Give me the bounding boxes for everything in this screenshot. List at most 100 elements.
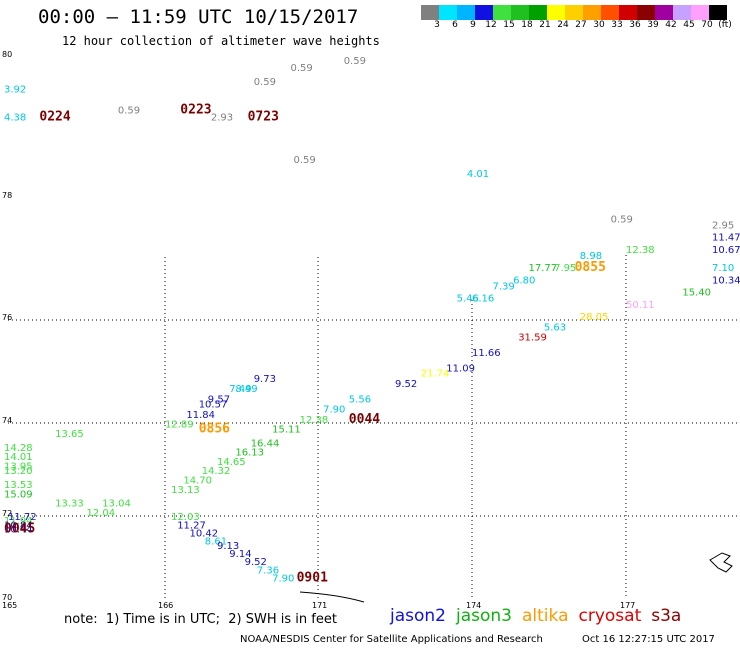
pass-time-label: 0856 xyxy=(199,421,230,436)
colorbar-swatch xyxy=(547,5,565,20)
pass-time-label: 0044 xyxy=(349,412,380,427)
colorbar-swatch xyxy=(655,5,673,20)
swh-value-label: 0.59 xyxy=(254,77,276,88)
swh-value-label: 15.11 xyxy=(272,424,301,435)
colorbar-swatch xyxy=(565,5,583,20)
colorbar-swatch xyxy=(583,5,601,20)
coastline xyxy=(299,552,733,603)
colorbar-tick-label: 36 xyxy=(629,20,641,30)
swh-value-label: 10.57 xyxy=(199,400,228,411)
swh-value-label: 11.84 xyxy=(186,410,215,421)
swh-value-label: 14.70 xyxy=(183,475,212,486)
colorbar-tick-label: 6 xyxy=(452,20,458,30)
swh-value-label: 5.63 xyxy=(544,322,566,333)
colorbar-tick-label: 42 xyxy=(665,20,677,30)
swh-value-label: 12.03 xyxy=(171,512,200,523)
swh-value-label: 10.67 xyxy=(712,245,740,256)
swh-value-label: 10.84 xyxy=(4,520,33,531)
swh-value-label: 7.10 xyxy=(712,263,734,274)
pass-time-label: 0224 xyxy=(39,110,70,125)
colorbar-tick-label: 30 xyxy=(593,20,605,30)
swh-value-label: 21.74 xyxy=(421,369,450,380)
swh-value-label: 5.46 xyxy=(457,294,479,305)
legend-item-jason2: jason2 xyxy=(390,606,446,626)
colorbar-swatch xyxy=(457,5,475,20)
swh-value-label: 14.32 xyxy=(202,466,231,477)
swh-value-label: 31.59 xyxy=(518,333,547,344)
colorbar-swatch xyxy=(673,5,691,20)
credit-line: NOAA/NESDIS Center for Satellite Applica… xyxy=(240,634,543,645)
colorbar-tick-label: 15 xyxy=(503,20,515,30)
colorbar-tick-label: 33 xyxy=(611,20,623,30)
swh-value-label: 3.92 xyxy=(4,84,26,95)
colorbar-swatch xyxy=(619,5,637,20)
colorbar-tick-label: 12 xyxy=(485,20,497,30)
swh-value-label: 14.28 xyxy=(4,443,33,454)
colorbar-tick-label: 21 xyxy=(539,20,551,30)
latitude-label: 80 xyxy=(2,50,12,59)
swh-value-label: 10.34 xyxy=(712,275,740,286)
swh-value-label: 17.77 xyxy=(529,263,558,274)
swh-value-label: 11.72 xyxy=(8,512,37,523)
swh-value-label: 10.42 xyxy=(190,529,219,540)
swh-value-label: 11.09 xyxy=(446,364,475,375)
coastline-south xyxy=(299,591,365,603)
colorbar-tick-label: (ft) xyxy=(718,20,732,30)
longitude-label: 165 xyxy=(2,601,17,610)
swh-value-label: 4.01 xyxy=(467,169,489,180)
swh-value-label: 7.90 xyxy=(323,405,345,416)
swh-value-label: 12.38 xyxy=(300,415,329,426)
colorbar-tick-label: 70 xyxy=(701,20,713,30)
satellite-legend: jason2 jason3 altika cryosat s3a xyxy=(390,606,691,626)
swh-value-label: 50.11 xyxy=(626,300,655,311)
pass-time-label: 0901 xyxy=(297,571,328,586)
swh-value-label: 9.57 xyxy=(208,394,230,405)
swh-value-label: 11.47 xyxy=(712,233,740,244)
swh-value-label: 13.13 xyxy=(171,485,200,496)
coastline-east xyxy=(709,552,733,573)
swh-value-label: 7.49 xyxy=(229,384,251,395)
colorbar-swatch xyxy=(475,5,493,20)
pass-time-label: 0223 xyxy=(180,102,211,117)
swh-value-label: 12.38 xyxy=(626,245,655,256)
swh-value-label: 8.61 xyxy=(205,537,227,548)
colorbar-swatch xyxy=(529,5,547,20)
colorbar-swatch xyxy=(511,5,529,20)
swh-value-label: 28.05 xyxy=(580,312,609,323)
swh-value-label: 8.98 xyxy=(580,251,602,262)
swh-value-label: 0.59 xyxy=(344,56,366,67)
latitude-label: 74 xyxy=(2,416,12,425)
colorbar-swatch xyxy=(691,5,709,20)
swh-value-label: 0.59 xyxy=(611,214,633,225)
swh-value-label: 4.38 xyxy=(4,113,26,124)
longitude-label: 166 xyxy=(158,601,173,610)
swh-value-label: 9.52 xyxy=(395,379,417,390)
swh-value-label: 2.95 xyxy=(712,221,734,232)
swh-value-label: 12.04 xyxy=(87,508,116,519)
generation-timestamp: Oct 16 12:27:15 UTC 2017 xyxy=(582,634,715,645)
swh-value-label: 2.93 xyxy=(211,113,233,124)
page-subtitle: 12 hour collection of altimeter wave hei… xyxy=(62,34,380,48)
latitude-label: 70 xyxy=(2,593,12,602)
pass-time-label: 0855 xyxy=(575,260,606,275)
swh-value-label: 16.13 xyxy=(235,448,264,459)
colorbar-tick-label: 9 xyxy=(470,20,476,30)
legend-item-s3a: s3a xyxy=(651,606,682,626)
swh-value-label: 13.20 xyxy=(4,466,33,477)
swh-value-label: 9.52 xyxy=(245,557,267,568)
legend-item-cryosat: cryosat xyxy=(578,606,642,626)
swh-value-label: 7.36 xyxy=(257,565,279,576)
swh-value-label: 16.44 xyxy=(251,438,280,449)
colorbar-swatch xyxy=(493,5,511,20)
swh-value-label: 7.90 xyxy=(272,574,294,585)
swh-value-label: 13.33 xyxy=(55,499,84,510)
colorbar-swatch xyxy=(709,5,727,20)
wave-height-colorbar xyxy=(421,5,727,20)
swh-value-label: 10.44 xyxy=(4,524,33,535)
colorbar-swatch xyxy=(601,5,619,20)
latitude-label: 72 xyxy=(2,509,12,518)
longitude-label: 177 xyxy=(620,601,635,610)
swh-value-label: 8.49 xyxy=(235,384,257,395)
